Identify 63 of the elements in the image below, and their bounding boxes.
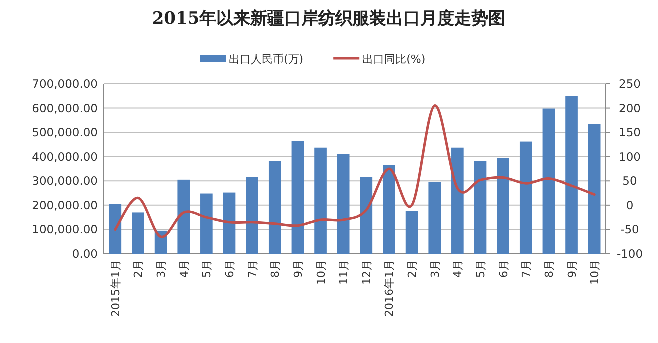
bar xyxy=(337,154,350,254)
bar xyxy=(246,178,258,254)
bar xyxy=(428,182,442,254)
x-tick-label: 8月 xyxy=(269,260,282,278)
y2-tick-label: 250 xyxy=(619,77,641,91)
y-tick-label: 500,000.00 xyxy=(32,126,98,140)
x-tick-label: 11月 xyxy=(338,260,351,285)
bar xyxy=(566,96,578,254)
bar xyxy=(200,194,213,254)
y2-tick-label: 100 xyxy=(619,150,641,164)
bar xyxy=(406,212,418,254)
x-tick-label: 12月 xyxy=(360,260,374,285)
x-tick-label: 10月 xyxy=(314,260,328,285)
bar xyxy=(383,165,396,254)
chart-title: 2015年以来新疆口岸纺织服装出口月度走势图 xyxy=(152,9,506,29)
y2-tick-label: -100 xyxy=(616,247,644,261)
x-tick-label: 10月 xyxy=(588,260,602,285)
legend-label: 出口人民币(万) xyxy=(229,53,304,66)
y2-tick-label: -50 xyxy=(620,222,640,237)
y-tick-label: 200,000.00 xyxy=(32,198,98,212)
y-tick-label: 0.00 xyxy=(72,247,98,261)
x-tick-label: 8月 xyxy=(542,260,556,278)
x-tick-label: 7月 xyxy=(246,260,260,278)
x-tick-label: 2月 xyxy=(132,260,146,278)
x-tick-label: 3月 xyxy=(155,260,168,278)
x-tick-label: 3月 xyxy=(428,260,442,278)
x-tick-label: 2015年1月 xyxy=(109,260,122,317)
x-tick-label: 2016年1月 xyxy=(383,260,396,317)
bar xyxy=(314,148,327,254)
bar xyxy=(497,158,510,254)
y-tick-label: 400,000.00 xyxy=(32,150,98,164)
legend-label: 出口同比(%) xyxy=(362,53,426,66)
y-tick-label: 600,000.00 xyxy=(32,101,98,116)
y2-tick-label: 200 xyxy=(619,101,641,116)
x-tick-label: 7月 xyxy=(520,260,534,278)
y-tick-label: 700,000.00 xyxy=(32,77,98,91)
y-tick-label: 100,000.00 xyxy=(32,222,98,237)
bar xyxy=(452,148,464,254)
y2-tick-label: 0 xyxy=(626,198,634,212)
x-tick-label: 5月 xyxy=(200,260,214,278)
x-tick-label: 6月 xyxy=(224,260,236,278)
x-tick-label: 4月 xyxy=(452,260,465,278)
line-series xyxy=(114,104,596,238)
y2-tick-label: 50 xyxy=(622,174,638,188)
bar xyxy=(474,161,487,254)
x-tick-label: 2月 xyxy=(406,260,420,278)
y-tick-label: 300,000.00 xyxy=(32,174,98,188)
bar xyxy=(178,180,190,254)
bar xyxy=(542,108,556,254)
bar xyxy=(292,141,304,254)
bar xyxy=(132,212,144,254)
bar xyxy=(223,192,236,254)
x-tick-label: 9月 xyxy=(566,260,579,278)
x-tick-label: 6月 xyxy=(497,260,510,278)
bar xyxy=(268,161,282,254)
x-tick-label: 5月 xyxy=(474,260,488,278)
bar xyxy=(109,204,122,254)
bar xyxy=(588,124,601,254)
x-tick-label: 4月 xyxy=(178,260,191,278)
x-tick-label: 9月 xyxy=(292,260,305,278)
bar xyxy=(520,142,532,254)
y2-tick-label: 150 xyxy=(619,126,641,140)
bar xyxy=(360,178,373,254)
